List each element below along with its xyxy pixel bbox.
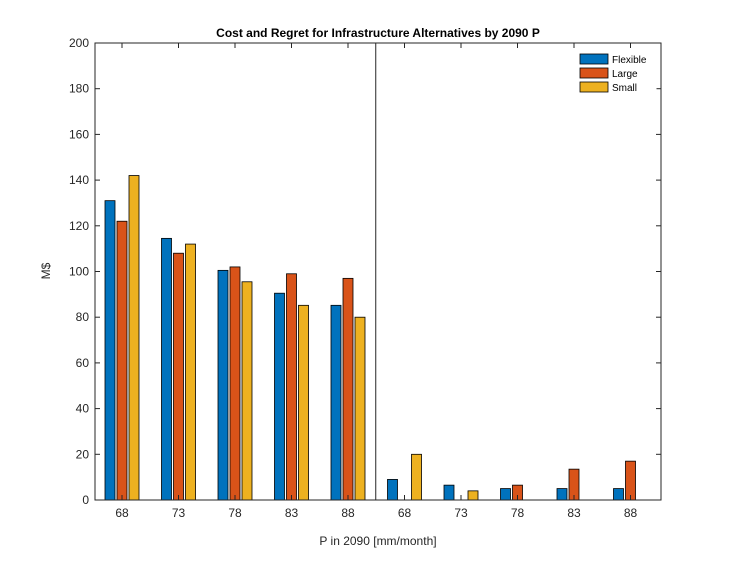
- legend-swatch-small: [579, 81, 609, 93]
- bar-small-4: [354, 316, 366, 501]
- x-tick-label: 88: [341, 506, 355, 520]
- y-tick-label: 40: [76, 402, 90, 416]
- x-tick-label: 83: [285, 506, 299, 520]
- x-tick-label: 78: [511, 506, 525, 520]
- x-tick-label: 73: [454, 506, 468, 520]
- bar-flexible-9: [613, 488, 624, 501]
- x-tick-label: 78: [228, 506, 242, 520]
- bar-large-9: [625, 460, 636, 501]
- bar-large-2: [229, 266, 241, 501]
- legend-swatch-large: [579, 67, 609, 79]
- bar-small-2: [241, 281, 253, 501]
- legend-label-large: Large: [612, 69, 638, 80]
- bar-flexible-8: [556, 488, 568, 501]
- legend-label-flexible: Flexible: [612, 55, 647, 66]
- bar-flexible-6: [443, 484, 455, 501]
- bar-large-1: [173, 252, 184, 501]
- bar-flexible-2: [217, 269, 229, 501]
- x-tick-label: 68: [115, 506, 129, 520]
- bar-small-3: [298, 304, 309, 501]
- x-tick-label: 68: [398, 506, 412, 520]
- y-tick-label: 180: [69, 82, 89, 96]
- legend-swatch-flexible: [579, 53, 609, 65]
- y-axis-label: M$: [39, 262, 53, 279]
- legend-label-small: Small: [612, 83, 637, 94]
- x-axis-label: P in 2090 [mm/month]: [319, 534, 436, 548]
- bar-flexible-3: [274, 292, 285, 501]
- bar-large-3: [286, 273, 297, 501]
- y-tick-label: 140: [69, 173, 89, 187]
- y-tick-label: 60: [76, 356, 90, 370]
- bar-large-4: [342, 277, 354, 501]
- x-tick-label: 73: [172, 506, 186, 520]
- bar-small-1: [185, 243, 196, 501]
- y-tick-label: 120: [69, 219, 89, 233]
- y-tick-label: 0: [82, 493, 89, 507]
- ticks-group: 0 20 40 60 80 100 120 140 160 180 200 68 73 78 83 88 68 7…: [69, 36, 661, 520]
- y-tick-label: 160: [69, 127, 89, 141]
- x-tick-label: 88: [624, 506, 638, 520]
- y-tick-label: 200: [69, 36, 89, 50]
- bar-flexible-0: [104, 200, 116, 501]
- y-tick-label: 20: [76, 447, 90, 461]
- bar-small-0: [128, 175, 140, 501]
- bar-flexible-4: [330, 304, 342, 501]
- bar-flexible-1: [161, 237, 172, 501]
- bar-large-0: [116, 220, 128, 501]
- x-tick-label: 83: [567, 506, 581, 520]
- y-tick-label: 80: [76, 310, 90, 324]
- y-tick-label: 100: [69, 265, 89, 279]
- bar-flexible-7: [500, 488, 511, 501]
- bar-flexible-5: [387, 479, 398, 501]
- bar-small-6: [467, 490, 479, 501]
- bars-group: [104, 175, 636, 501]
- bar-small-5: [411, 453, 422, 501]
- legend: Flexible Large Small: [575, 49, 657, 99]
- chart-title: Cost and Regret for Infrastructure Alter…: [216, 26, 540, 40]
